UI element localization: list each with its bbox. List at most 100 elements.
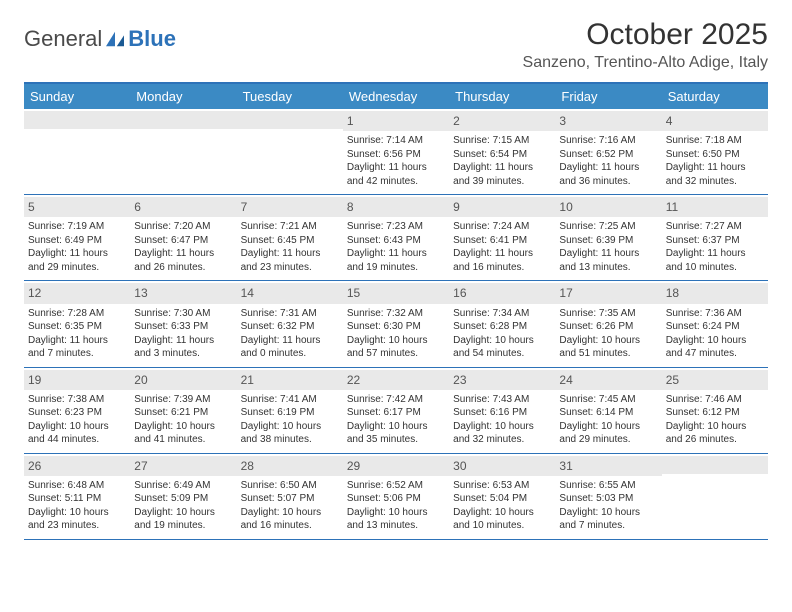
sunrise-line: Sunrise: 7:23 AM [347, 220, 445, 234]
sunset-line: Sunset: 6:52 PM [559, 148, 657, 162]
day-number: 16 [449, 283, 555, 303]
dow-wednesday: Wednesday [343, 84, 449, 109]
day-number: 11 [662, 197, 768, 217]
daylight-line: Daylight: 11 hours and 23 minutes. [241, 247, 339, 274]
sunset-line: Sunset: 6:24 PM [666, 320, 764, 334]
day-number: 1 [343, 111, 449, 131]
sunset-line: Sunset: 6:30 PM [347, 320, 445, 334]
title-block: October 2025 Sanzeno, Trentino-Alto Adig… [523, 18, 768, 72]
day-cell: 14Sunrise: 7:31 AMSunset: 6:32 PMDayligh… [237, 281, 343, 366]
day-number: 25 [662, 370, 768, 390]
dow-tuesday: Tuesday [237, 84, 343, 109]
day-number [24, 111, 130, 129]
sunset-line: Sunset: 6:32 PM [241, 320, 339, 334]
day-cell: 15Sunrise: 7:32 AMSunset: 6:30 PMDayligh… [343, 281, 449, 366]
day-number: 6 [130, 197, 236, 217]
sunset-line: Sunset: 6:41 PM [453, 234, 551, 248]
day-cell: 26Sunrise: 6:48 AMSunset: 5:11 PMDayligh… [24, 454, 130, 539]
day-number: 29 [343, 456, 449, 476]
sunset-line: Sunset: 6:14 PM [559, 406, 657, 420]
daylight-line: Daylight: 10 hours and 10 minutes. [453, 506, 551, 533]
day-number [237, 111, 343, 129]
daylight-line: Daylight: 11 hours and 7 minutes. [28, 334, 126, 361]
daylight-line: Daylight: 10 hours and 32 minutes. [453, 420, 551, 447]
day-number: 19 [24, 370, 130, 390]
sunrise-line: Sunrise: 7:15 AM [453, 134, 551, 148]
day-cell: 19Sunrise: 7:38 AMSunset: 6:23 PMDayligh… [24, 368, 130, 453]
week-row: 26Sunrise: 6:48 AMSunset: 5:11 PMDayligh… [24, 454, 768, 540]
sunset-line: Sunset: 5:04 PM [453, 492, 551, 506]
day-number: 28 [237, 456, 343, 476]
daylight-line: Daylight: 11 hours and 32 minutes. [666, 161, 764, 188]
sunset-line: Sunset: 6:26 PM [559, 320, 657, 334]
day-cell: 27Sunrise: 6:49 AMSunset: 5:09 PMDayligh… [130, 454, 236, 539]
day-cell [24, 109, 130, 194]
daylight-line: Daylight: 10 hours and 44 minutes. [28, 420, 126, 447]
day-number: 9 [449, 197, 555, 217]
daylight-line: Daylight: 10 hours and 26 minutes. [666, 420, 764, 447]
sunrise-line: Sunrise: 7:20 AM [134, 220, 232, 234]
day-number: 26 [24, 456, 130, 476]
day-cell: 28Sunrise: 6:50 AMSunset: 5:07 PMDayligh… [237, 454, 343, 539]
sunrise-line: Sunrise: 7:32 AM [347, 307, 445, 321]
logo: General Blue [24, 18, 176, 52]
logo-sail-icon [104, 30, 126, 48]
sunrise-line: Sunrise: 7:46 AM [666, 393, 764, 407]
day-number: 21 [237, 370, 343, 390]
day-number [662, 456, 768, 474]
sunset-line: Sunset: 6:23 PM [28, 406, 126, 420]
weeks-container: 1Sunrise: 7:14 AMSunset: 6:56 PMDaylight… [24, 109, 768, 540]
sunrise-line: Sunrise: 7:45 AM [559, 393, 657, 407]
day-number: 3 [555, 111, 661, 131]
sunrise-line: Sunrise: 6:55 AM [559, 479, 657, 493]
day-cell: 10Sunrise: 7:25 AMSunset: 6:39 PMDayligh… [555, 195, 661, 280]
daylight-line: Daylight: 11 hours and 39 minutes. [453, 161, 551, 188]
sunset-line: Sunset: 5:03 PM [559, 492, 657, 506]
day-cell: 13Sunrise: 7:30 AMSunset: 6:33 PMDayligh… [130, 281, 236, 366]
daylight-line: Daylight: 11 hours and 13 minutes. [559, 247, 657, 274]
sunrise-line: Sunrise: 7:18 AM [666, 134, 764, 148]
sunrise-line: Sunrise: 7:39 AM [134, 393, 232, 407]
daylight-line: Daylight: 10 hours and 47 minutes. [666, 334, 764, 361]
day-cell: 30Sunrise: 6:53 AMSunset: 5:04 PMDayligh… [449, 454, 555, 539]
daylight-line: Daylight: 10 hours and 16 minutes. [241, 506, 339, 533]
day-number [130, 111, 236, 129]
sunrise-line: Sunrise: 7:21 AM [241, 220, 339, 234]
sunrise-line: Sunrise: 7:34 AM [453, 307, 551, 321]
daylight-line: Daylight: 10 hours and 13 minutes. [347, 506, 445, 533]
daylight-line: Daylight: 11 hours and 10 minutes. [666, 247, 764, 274]
day-number: 2 [449, 111, 555, 131]
day-number: 5 [24, 197, 130, 217]
sunrise-line: Sunrise: 6:49 AM [134, 479, 232, 493]
day-cell [237, 109, 343, 194]
day-cell: 11Sunrise: 7:27 AMSunset: 6:37 PMDayligh… [662, 195, 768, 280]
sunset-line: Sunset: 6:28 PM [453, 320, 551, 334]
sunset-line: Sunset: 5:07 PM [241, 492, 339, 506]
day-cell: 5Sunrise: 7:19 AMSunset: 6:49 PMDaylight… [24, 195, 130, 280]
week-row: 12Sunrise: 7:28 AMSunset: 6:35 PMDayligh… [24, 281, 768, 367]
day-number: 15 [343, 283, 449, 303]
daylight-line: Daylight: 11 hours and 0 minutes. [241, 334, 339, 361]
day-number: 12 [24, 283, 130, 303]
day-cell: 31Sunrise: 6:55 AMSunset: 5:03 PMDayligh… [555, 454, 661, 539]
day-number: 8 [343, 197, 449, 217]
day-cell: 4Sunrise: 7:18 AMSunset: 6:50 PMDaylight… [662, 109, 768, 194]
daylight-line: Daylight: 10 hours and 35 minutes. [347, 420, 445, 447]
week-row: 19Sunrise: 7:38 AMSunset: 6:23 PMDayligh… [24, 368, 768, 454]
daylight-line: Daylight: 10 hours and 54 minutes. [453, 334, 551, 361]
sunrise-line: Sunrise: 7:30 AM [134, 307, 232, 321]
daylight-line: Daylight: 11 hours and 42 minutes. [347, 161, 445, 188]
dow-thursday: Thursday [449, 84, 555, 109]
day-cell [130, 109, 236, 194]
sunrise-line: Sunrise: 6:48 AM [28, 479, 126, 493]
sunrise-line: Sunrise: 7:14 AM [347, 134, 445, 148]
sunset-line: Sunset: 5:09 PM [134, 492, 232, 506]
day-cell: 3Sunrise: 7:16 AMSunset: 6:52 PMDaylight… [555, 109, 661, 194]
day-number: 27 [130, 456, 236, 476]
daylight-line: Daylight: 11 hours and 36 minutes. [559, 161, 657, 188]
sunrise-line: Sunrise: 6:52 AM [347, 479, 445, 493]
week-row: 5Sunrise: 7:19 AMSunset: 6:49 PMDaylight… [24, 195, 768, 281]
day-cell: 7Sunrise: 7:21 AMSunset: 6:45 PMDaylight… [237, 195, 343, 280]
dow-friday: Friday [555, 84, 661, 109]
day-cell: 22Sunrise: 7:42 AMSunset: 6:17 PMDayligh… [343, 368, 449, 453]
